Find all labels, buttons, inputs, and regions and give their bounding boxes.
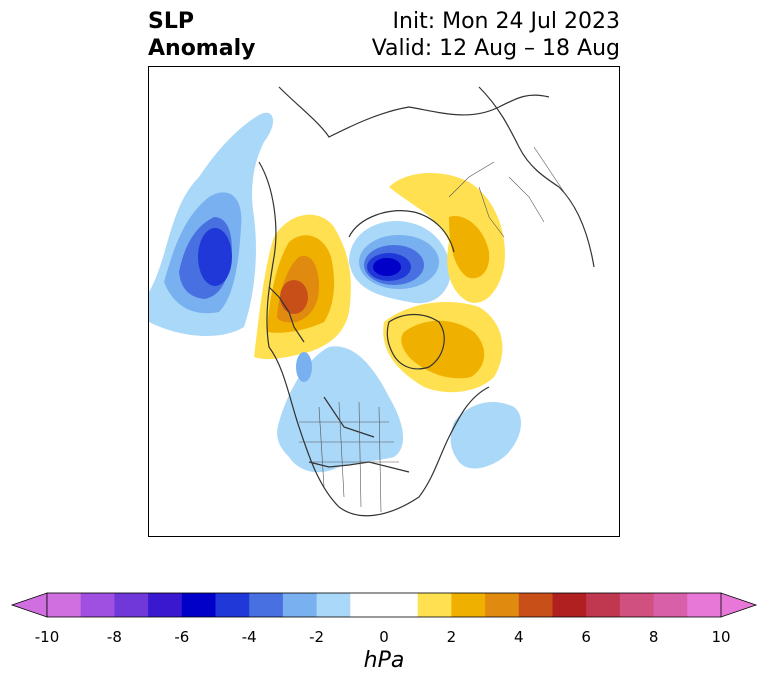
chart-title-right: Init: Mon 24 Jul 2023 Valid: 12 Aug – 18… (372, 8, 620, 62)
colorbar-segment (80, 593, 115, 617)
colorbar-segment (586, 593, 621, 617)
colorbar-tick-label: -4 (241, 628, 257, 646)
political-borders (299, 146, 575, 513)
colorbar-tick-label: 2 (446, 628, 457, 646)
colorbar-segment (687, 593, 722, 617)
colorbar-segment (417, 593, 452, 617)
colorbar-segment (215, 593, 250, 617)
colorbar-tick-label: 4 (514, 628, 524, 646)
colorbar-tick-label: -6 (174, 628, 190, 646)
colorbar-segment (148, 593, 183, 617)
colorbar-tick-label: 10 (711, 628, 731, 646)
init-date-label: Init: Mon 24 Jul 2023 (392, 9, 620, 34)
colorbar-segment (619, 593, 655, 617)
map-panel (148, 66, 620, 537)
title-line-slp: SLP (148, 9, 194, 34)
anomaly-north-pacific-low (149, 112, 274, 337)
colorbar-segment (518, 593, 553, 617)
colorbar-tick-label: 6 (581, 628, 591, 646)
colorbar-segment (181, 593, 216, 617)
colorbar-border (46, 592, 722, 618)
colorbar-tick-label: 0 (379, 628, 389, 646)
colorbar-tick-label: -2 (309, 628, 325, 646)
colorbar-tick-label: 8 (648, 628, 659, 646)
colorbar-tick-label: -8 (106, 628, 122, 646)
colorbar-segment (653, 593, 688, 617)
colorbar-segment (47, 593, 82, 617)
colorbar-segment (114, 593, 149, 617)
colorbar-extend-min (10, 592, 48, 618)
colorbar-svg (10, 592, 758, 618)
anomaly-arctic-low (349, 221, 451, 304)
colorbar-segment (350, 593, 385, 617)
colorbar-segment (451, 593, 486, 617)
slp-anomaly-map (149, 86, 595, 517)
colorbar-extend-max (720, 592, 758, 618)
coastlines (258, 86, 595, 517)
colorbar-segment (552, 593, 587, 617)
title-line-anomaly: Anomaly (148, 36, 256, 61)
anomaly-alaska-high (254, 214, 351, 360)
colorbar-tick-label: -10 (34, 628, 60, 646)
colorbar-segment (384, 593, 419, 617)
colorbar-segment (249, 593, 284, 617)
colorbar-unit-label: hPa (363, 648, 405, 673)
colorbar (10, 590, 758, 628)
colorbar-segment (282, 593, 318, 617)
anomaly-north-america-low (277, 346, 522, 473)
valid-range-label: Valid: 12 Aug – 18 Aug (371, 36, 620, 61)
colorbar-segment (316, 593, 351, 617)
colorbar-segment (485, 593, 520, 617)
chart-title-left: SLP Anomaly (148, 8, 255, 62)
anomaly-scandinavia-high (389, 172, 505, 303)
